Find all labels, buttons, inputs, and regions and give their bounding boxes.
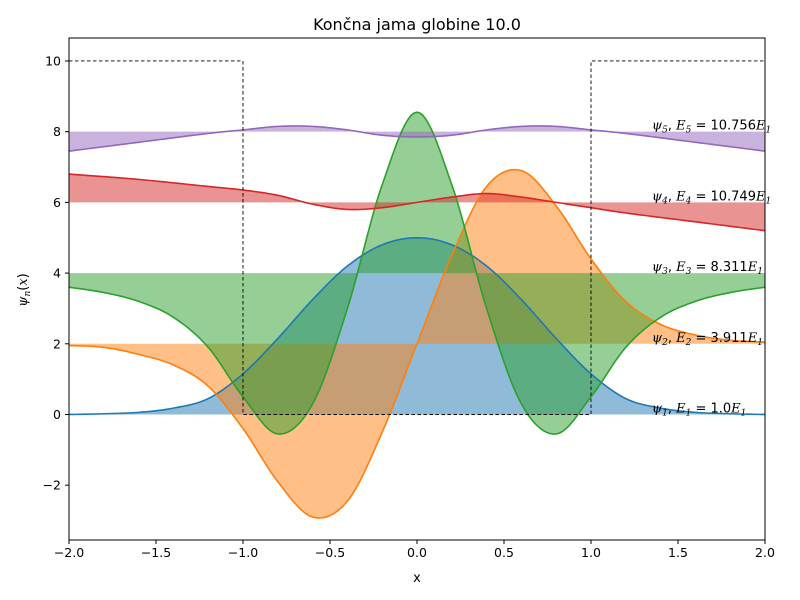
x-tick-label: −0.5: [315, 545, 345, 560]
x-tick-label: −2.0: [54, 545, 84, 560]
y-tick-label: −2: [43, 478, 61, 493]
x-tick-label: 0.5: [494, 545, 514, 560]
wavefunction-line-3: [68, 111, 766, 435]
chart-title: Končna jama globine 10.0: [313, 15, 521, 34]
x-tick-label: −1.0: [228, 545, 258, 560]
energy-label-1: ψ1, E1 = 1.0E1: [652, 402, 747, 419]
y-axis-label: ψn(x): [16, 273, 33, 307]
energy-label-4: ψ4, E4 = 10.749E1: [652, 189, 771, 206]
wavefunction-line-1: [68, 236, 766, 416]
energy-label-3: ψ3, E3 = 8.311E1: [652, 260, 763, 277]
y-tick-label: 0: [53, 407, 61, 422]
x-axis-label: x: [413, 571, 421, 586]
x-tick-label: 2.0: [755, 545, 775, 560]
y-tick-label: 8: [53, 124, 61, 139]
energy-label-2: ψ2, E2 = 3.911E1: [652, 331, 763, 348]
energy-annotations: ψ1, E1 = 1.0E1 ψ2, E2 = 3.911E1 ψ3, E3 = 8…: [652, 119, 771, 419]
axes: −2.0 −1.5 −1.0 −0.5 0.0 0.5 1.0 1.5 2.0 −2 0 2 4 6 8 10: [43, 37, 775, 560]
wavefunction-fill-1: [69, 237, 765, 415]
energy-label-5: ψ5, E5 = 10.756E1: [652, 119, 771, 136]
y-tick-label: 10: [45, 53, 61, 68]
x-tick-label: 1.5: [668, 545, 688, 560]
well-outline: [69, 60, 765, 415]
x-tick-label: −1.5: [141, 545, 171, 560]
wavefunction-line-4: [68, 173, 766, 232]
y-tick-label: 4: [53, 266, 61, 281]
wavefunction-line-5: [68, 125, 766, 152]
y-tick-label: 2: [53, 336, 61, 351]
wavefunction-line-2: [68, 168, 766, 519]
x-tick-label: 0.0: [407, 545, 427, 560]
potential-well: [69, 60, 765, 415]
x-tick-label: 1.0: [581, 545, 601, 560]
y-tick-label: 6: [53, 195, 61, 210]
